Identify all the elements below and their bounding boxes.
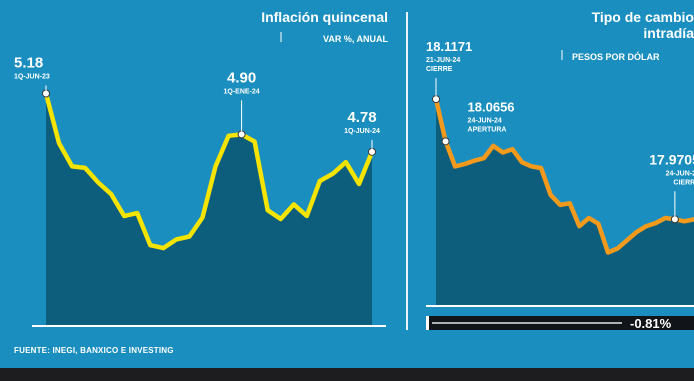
inflation-data-point (148, 243, 152, 247)
inflation-data-point (57, 141, 61, 145)
inflation-annotation-date: 1Q-JUN-24 (344, 128, 380, 135)
fx-annotation-marker (670, 215, 679, 224)
fx-data-point (558, 203, 562, 207)
fx-title: Tipo de cambio (592, 9, 694, 25)
fx-data-point (644, 224, 648, 228)
fx-data-point (616, 246, 619, 250)
source-note: FUENTE: INEGI, BANXICO E INVESTING (14, 346, 174, 355)
fx-title-line2: intradía (643, 25, 694, 41)
fx-data-point (577, 224, 581, 228)
fx-data-point (597, 222, 600, 226)
fx-change-bar-start-marker (426, 316, 429, 330)
inflation-data-point (214, 165, 217, 168)
fx-data-point (549, 193, 553, 197)
fx-data-point (635, 230, 639, 234)
inflation-chart: 5.18 1Q-JUN-23 4.90 1Q-ENE-24 4.78 1Q-JUN-24 (14, 55, 386, 327)
fx-annotation-date: 24-JUN-24 (468, 117, 502, 124)
bottom-bar (0, 368, 694, 381)
fx-data-point (683, 219, 686, 223)
inflation-data-point (227, 134, 230, 138)
inflation-data-point (318, 179, 322, 183)
inflation-data-point (201, 216, 204, 219)
chart-panel: Inflación quincenal VAR %, ANUAL Tipo de… (0, 0, 694, 368)
fx-annotation-date: 21-JUN-24 (426, 57, 460, 64)
inflation-data-point (344, 160, 348, 164)
inflation-data-point (135, 211, 139, 215)
fx-data-point (520, 160, 524, 164)
fx-data-point (501, 151, 505, 154)
inflation-data-point (331, 172, 335, 176)
charts-svg: Inflación quincenal VAR %, ANUAL Tipo de… (14, 9, 694, 331)
inflation-data-point (109, 192, 113, 196)
inflation-area (46, 93, 372, 326)
inflation-data-point (292, 202, 296, 206)
inflation-line (43, 91, 375, 251)
fx-annotation-note: CIERRE (426, 66, 453, 73)
inflation-annotation-value: 4.78 (347, 109, 376, 126)
inflation-data-point (161, 246, 165, 250)
inflation-data-point (266, 208, 270, 212)
inflation-data-point (70, 165, 74, 168)
inflation-annotation-marker (368, 147, 376, 156)
inflation-data-point (279, 217, 283, 221)
fx-chart: -0.81% 18.1171 21-JUN-24 CIERRE 18.0656 24-J… (426, 39, 694, 331)
fx-annotation-note: CIERRE (673, 179, 694, 186)
fx-data-point (530, 165, 533, 168)
fx-data-point (472, 159, 476, 163)
inflation-data-point (357, 182, 361, 186)
inflation-annotation-date: 1Q-ENE-24 (224, 88, 260, 95)
inflation-annotation-value: 4.90 (227, 69, 256, 86)
fx-data-point (482, 156, 486, 160)
fx-data-point (463, 162, 467, 166)
inflation-annotation-marker (237, 130, 246, 139)
chart-divider (406, 12, 408, 330)
inflation-data-point (122, 214, 126, 218)
fx-subtitle: PESOS POR DÓLAR (572, 51, 660, 62)
fx-data-point (568, 201, 572, 205)
fx-line (433, 96, 694, 255)
fx-data-point (511, 147, 514, 151)
fx-data-point (625, 238, 629, 242)
fx-annotation-value: 17.9705 (649, 151, 694, 167)
fx-data-point (453, 165, 457, 168)
fx-annotation-marker (441, 137, 450, 146)
fx-change-label: -0.81% (630, 316, 672, 331)
inflation-data-point (83, 166, 87, 170)
inflation-annotation-value: 5.18 (14, 55, 43, 72)
inflation-data-point (96, 181, 100, 184)
fx-annotation-value: 18.1171 (426, 39, 472, 54)
fx-data-point (606, 251, 610, 254)
inflation-subtitle: VAR %, ANUAL (323, 34, 389, 44)
fx-annotation-note: APERTURA (468, 126, 507, 133)
fx-data-point (587, 216, 591, 220)
inflation-data-point (188, 235, 191, 238)
inflation-data-point (253, 140, 257, 144)
inflation-annotation-marker (42, 89, 50, 98)
inflation-annotation-date: 1Q-JUN-23 (14, 74, 50, 81)
fx-data-point (491, 144, 495, 148)
fx-data-point (663, 216, 667, 220)
inflation-data-point (305, 214, 309, 218)
fx-annotation-marker (432, 95, 440, 104)
fx-annotation-value: 18.0656 (468, 99, 515, 114)
fx-data-point (654, 221, 658, 225)
inflation-data-point (175, 237, 178, 241)
fx-data-point (539, 166, 543, 170)
inflation-title: Inflación quincenal (261, 9, 388, 25)
fx-annotation-date: 24-JUN-24 (666, 170, 694, 177)
